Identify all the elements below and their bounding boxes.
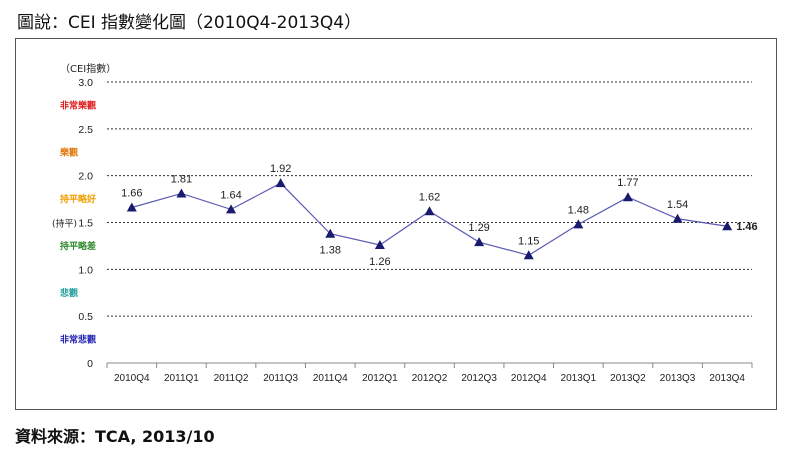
data-label: 1.54: [667, 199, 688, 211]
data-label: 1.48: [568, 204, 589, 216]
x-tick-label: 2012Q3: [461, 373, 497, 384]
data-label: 1.77: [617, 177, 638, 189]
x-tick-label: 2013Q2: [610, 373, 646, 384]
data-label: 1.26: [369, 256, 390, 268]
data-label: 1.29: [468, 222, 489, 234]
figure-caption: 圖說：CEI 指數變化圖（2010Q4-2013Q4）: [17, 13, 362, 33]
x-tick-label: 2012Q2: [412, 373, 448, 384]
data-point-marker: [424, 206, 435, 216]
data-label: 1.46: [736, 221, 757, 233]
data-point-marker: [722, 221, 733, 231]
x-tick-label: 2013Q4: [709, 373, 745, 384]
data-label: 1.66: [121, 188, 142, 200]
x-tick-label: 2011Q1: [164, 373, 199, 384]
y-tick-label: 1.0: [78, 264, 93, 276]
y-tick-label: 2.0: [78, 171, 93, 183]
chart-frame: [15, 38, 777, 410]
zone-label: 非常悲觀: [60, 334, 96, 346]
data-point-marker: [226, 204, 237, 214]
y-axis-label: （CEI指數）: [60, 62, 116, 75]
data-label: 1.38: [320, 245, 341, 257]
data-point-marker: [474, 237, 485, 247]
y-tick-label: 2.5: [78, 124, 93, 136]
data-label: 1.15: [518, 235, 539, 247]
source-note: 資料來源：TCA, 2013/10: [15, 427, 215, 446]
y-tick-label: 0.5: [78, 311, 93, 323]
x-tick-label: 2010Q4: [114, 373, 150, 384]
data-point-marker: [374, 239, 385, 249]
data-point-marker: [672, 213, 683, 223]
data-label: 1.62: [419, 191, 440, 203]
data-point-marker: [325, 228, 336, 238]
x-tick-label: 2013Q1: [561, 373, 597, 384]
y-tick-label: 1.5: [78, 218, 93, 230]
zone-label: 樂觀: [60, 146, 78, 158]
x-tick-label: 2012Q4: [511, 373, 547, 384]
data-point-marker: [573, 219, 584, 229]
data-point-marker: [622, 192, 633, 202]
data-point-marker: [126, 202, 137, 212]
data-label: 1.92: [270, 163, 291, 175]
zone-label: 悲觀: [60, 287, 78, 299]
zone-label: (持平): [52, 218, 77, 230]
data-point-marker: [176, 188, 187, 198]
x-tick-label: 2011Q2: [214, 373, 249, 384]
x-tick-label: 2012Q1: [362, 373, 398, 384]
x-tick-label: 2011Q3: [263, 373, 298, 384]
x-tick-label: 2013Q3: [660, 373, 696, 384]
y-tick-label: 3.0: [78, 77, 93, 89]
zone-label: 持平略好: [60, 193, 96, 205]
data-point-marker: [523, 250, 534, 260]
data-label: 1.64: [220, 189, 241, 201]
data-point-marker: [275, 178, 286, 188]
y-tick-label: 0: [87, 358, 93, 370]
zone-label: 非常樂觀: [60, 99, 96, 111]
x-tick-label: 2011Q4: [313, 373, 348, 384]
data-label: 1.81: [171, 173, 192, 185]
zone-label: 持平略差: [60, 240, 96, 252]
